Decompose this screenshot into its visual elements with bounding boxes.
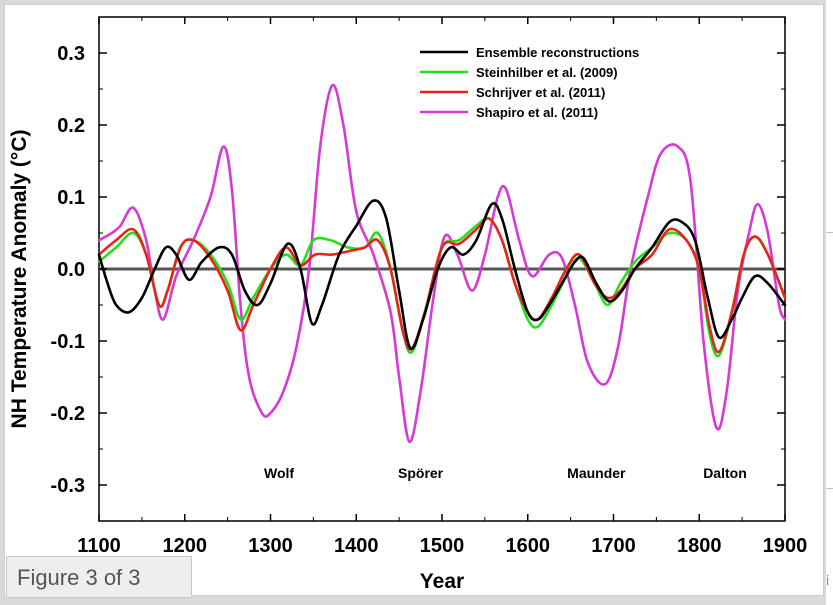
series-line-ensemble-reconstructions — [97, 199, 787, 351]
series-line-schrijver-et-al-2011 — [97, 217, 787, 354]
x-tick-label: 1100 — [77, 535, 120, 557]
x-tick-label: 1900 — [763, 535, 808, 557]
x-tick-label: 1800 — [677, 535, 722, 557]
minimum-label: Dalton — [703, 465, 747, 481]
y-axis-label: NH Temperature Anomaly (°C) — [8, 130, 31, 429]
minimum-label: Wolf — [264, 465, 294, 481]
x-tick-label: 1600 — [506, 535, 551, 557]
y-tick-label: 0.0 — [57, 259, 85, 281]
y-tick-label: -0.2 — [51, 403, 85, 425]
y-tick-label: 0.3 — [57, 43, 85, 65]
axes: 1100 1200 1300 1400 1500 1600 1700 1800 1900 0.3 0… — [8, 16, 808, 593]
series-line-shapiro-et-al-2011 — [97, 83, 787, 444]
minimum-label: Spörer — [398, 465, 444, 481]
series-lines — [97, 83, 787, 444]
legend-entry-label: Ensemble reconstructions — [476, 45, 639, 60]
right-edge-strip — [826, 0, 833, 605]
edge-glyph: i — [826, 572, 830, 588]
annotations: Wolf Spörer Maunder Dalton — [264, 465, 747, 481]
x-tick-label: 1200 — [163, 535, 208, 557]
y-tick-label: -0.1 — [51, 331, 85, 353]
x-axis-label: Year — [420, 570, 464, 593]
minimum-label: Maunder — [567, 465, 626, 481]
legend-entry-label: Schrijver et al. (2011) — [476, 85, 605, 100]
x-tick-label: 1500 — [420, 535, 465, 557]
x-tick-label: 1300 — [248, 535, 293, 557]
x-tick-label: 1400 — [334, 535, 379, 557]
y-tick-label: -0.3 — [51, 475, 85, 497]
edge-tick — [827, 488, 833, 489]
edge-tick — [827, 232, 833, 233]
x-tick-label: 1700 — [591, 535, 636, 557]
legend: Ensemble reconstructions Steinhilber et a… — [420, 45, 639, 120]
y-tick-label: 0.1 — [57, 187, 85, 209]
legend-entry-label: Shapiro et al. (2011) — [476, 105, 598, 120]
y-tick-label: 0.2 — [57, 115, 85, 137]
figure-caption-button[interactable]: Figure 3 of 3 — [6, 556, 192, 598]
legend-entry-label: Steinhilber et al. (2009) — [476, 65, 618, 80]
